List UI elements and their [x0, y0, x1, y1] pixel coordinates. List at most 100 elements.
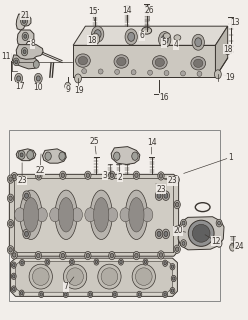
- Text: 3: 3: [103, 171, 107, 180]
- Polygon shape: [15, 261, 172, 292]
- Circle shape: [13, 58, 19, 66]
- Ellipse shape: [23, 197, 38, 232]
- Circle shape: [218, 221, 220, 225]
- Circle shape: [7, 175, 14, 183]
- Circle shape: [175, 202, 179, 207]
- Text: 6: 6: [139, 31, 144, 40]
- Circle shape: [27, 150, 34, 159]
- Circle shape: [15, 73, 23, 84]
- Circle shape: [11, 262, 16, 268]
- Circle shape: [182, 242, 185, 245]
- Ellipse shape: [192, 224, 210, 242]
- Ellipse shape: [148, 70, 153, 75]
- Circle shape: [174, 245, 180, 253]
- Circle shape: [9, 196, 12, 200]
- Ellipse shape: [132, 264, 155, 289]
- Circle shape: [18, 150, 25, 159]
- Ellipse shape: [76, 54, 90, 67]
- Circle shape: [120, 260, 122, 264]
- Circle shape: [36, 253, 40, 258]
- Ellipse shape: [90, 190, 112, 239]
- Text: 12: 12: [211, 237, 221, 246]
- Circle shape: [21, 48, 28, 56]
- Text: 24: 24: [235, 242, 244, 251]
- Ellipse shape: [135, 268, 152, 285]
- Circle shape: [181, 240, 186, 247]
- Circle shape: [171, 289, 174, 292]
- Ellipse shape: [67, 268, 83, 285]
- Circle shape: [224, 44, 232, 54]
- Ellipse shape: [29, 264, 52, 289]
- Circle shape: [159, 253, 163, 257]
- Text: 13: 13: [230, 19, 239, 28]
- Circle shape: [63, 291, 68, 298]
- Text: 23: 23: [156, 185, 166, 194]
- Circle shape: [21, 17, 28, 26]
- Ellipse shape: [131, 70, 136, 75]
- Circle shape: [72, 208, 83, 222]
- Circle shape: [36, 208, 47, 222]
- Circle shape: [13, 275, 15, 278]
- Circle shape: [172, 277, 175, 280]
- Circle shape: [162, 191, 170, 200]
- Circle shape: [216, 219, 222, 227]
- Circle shape: [119, 259, 124, 265]
- Text: 8: 8: [30, 39, 35, 48]
- Circle shape: [195, 38, 202, 47]
- Circle shape: [95, 260, 98, 264]
- Circle shape: [157, 231, 161, 236]
- Circle shape: [13, 174, 16, 179]
- Circle shape: [9, 221, 12, 226]
- Circle shape: [7, 194, 14, 202]
- Ellipse shape: [188, 220, 214, 246]
- Text: 5: 5: [161, 38, 166, 47]
- Text: 23: 23: [17, 176, 27, 185]
- Circle shape: [175, 247, 179, 252]
- Text: 11: 11: [2, 52, 11, 61]
- Circle shape: [17, 76, 21, 81]
- Circle shape: [9, 248, 12, 252]
- Text: 19: 19: [74, 86, 84, 95]
- Text: 19: 19: [225, 73, 234, 82]
- Text: 26: 26: [144, 6, 154, 15]
- Circle shape: [135, 173, 138, 178]
- Circle shape: [162, 229, 170, 239]
- Circle shape: [132, 152, 138, 160]
- Circle shape: [120, 208, 131, 222]
- Circle shape: [143, 259, 148, 265]
- Circle shape: [11, 172, 17, 181]
- Circle shape: [50, 208, 61, 222]
- Circle shape: [218, 242, 220, 245]
- Polygon shape: [73, 26, 228, 45]
- Circle shape: [125, 29, 137, 45]
- Ellipse shape: [59, 197, 74, 232]
- Circle shape: [135, 253, 138, 258]
- Text: 20: 20: [173, 226, 183, 235]
- Text: 10: 10: [33, 84, 43, 92]
- Ellipse shape: [153, 56, 167, 69]
- Circle shape: [133, 171, 140, 180]
- Circle shape: [158, 251, 164, 259]
- Circle shape: [174, 178, 178, 182]
- Circle shape: [128, 32, 135, 41]
- Circle shape: [45, 259, 50, 265]
- Polygon shape: [73, 45, 216, 77]
- Ellipse shape: [78, 56, 88, 65]
- Circle shape: [45, 152, 51, 160]
- Circle shape: [91, 33, 100, 45]
- Polygon shape: [16, 14, 31, 30]
- Circle shape: [137, 291, 142, 298]
- Circle shape: [163, 260, 168, 267]
- Circle shape: [60, 252, 66, 260]
- Circle shape: [20, 260, 25, 266]
- Ellipse shape: [129, 197, 144, 232]
- Circle shape: [25, 231, 29, 236]
- Ellipse shape: [164, 70, 169, 76]
- Circle shape: [24, 35, 27, 38]
- Ellipse shape: [32, 268, 49, 285]
- Circle shape: [114, 293, 116, 296]
- Circle shape: [60, 171, 66, 180]
- Text: 7: 7: [64, 282, 69, 291]
- Circle shape: [33, 60, 39, 68]
- Circle shape: [9, 177, 12, 181]
